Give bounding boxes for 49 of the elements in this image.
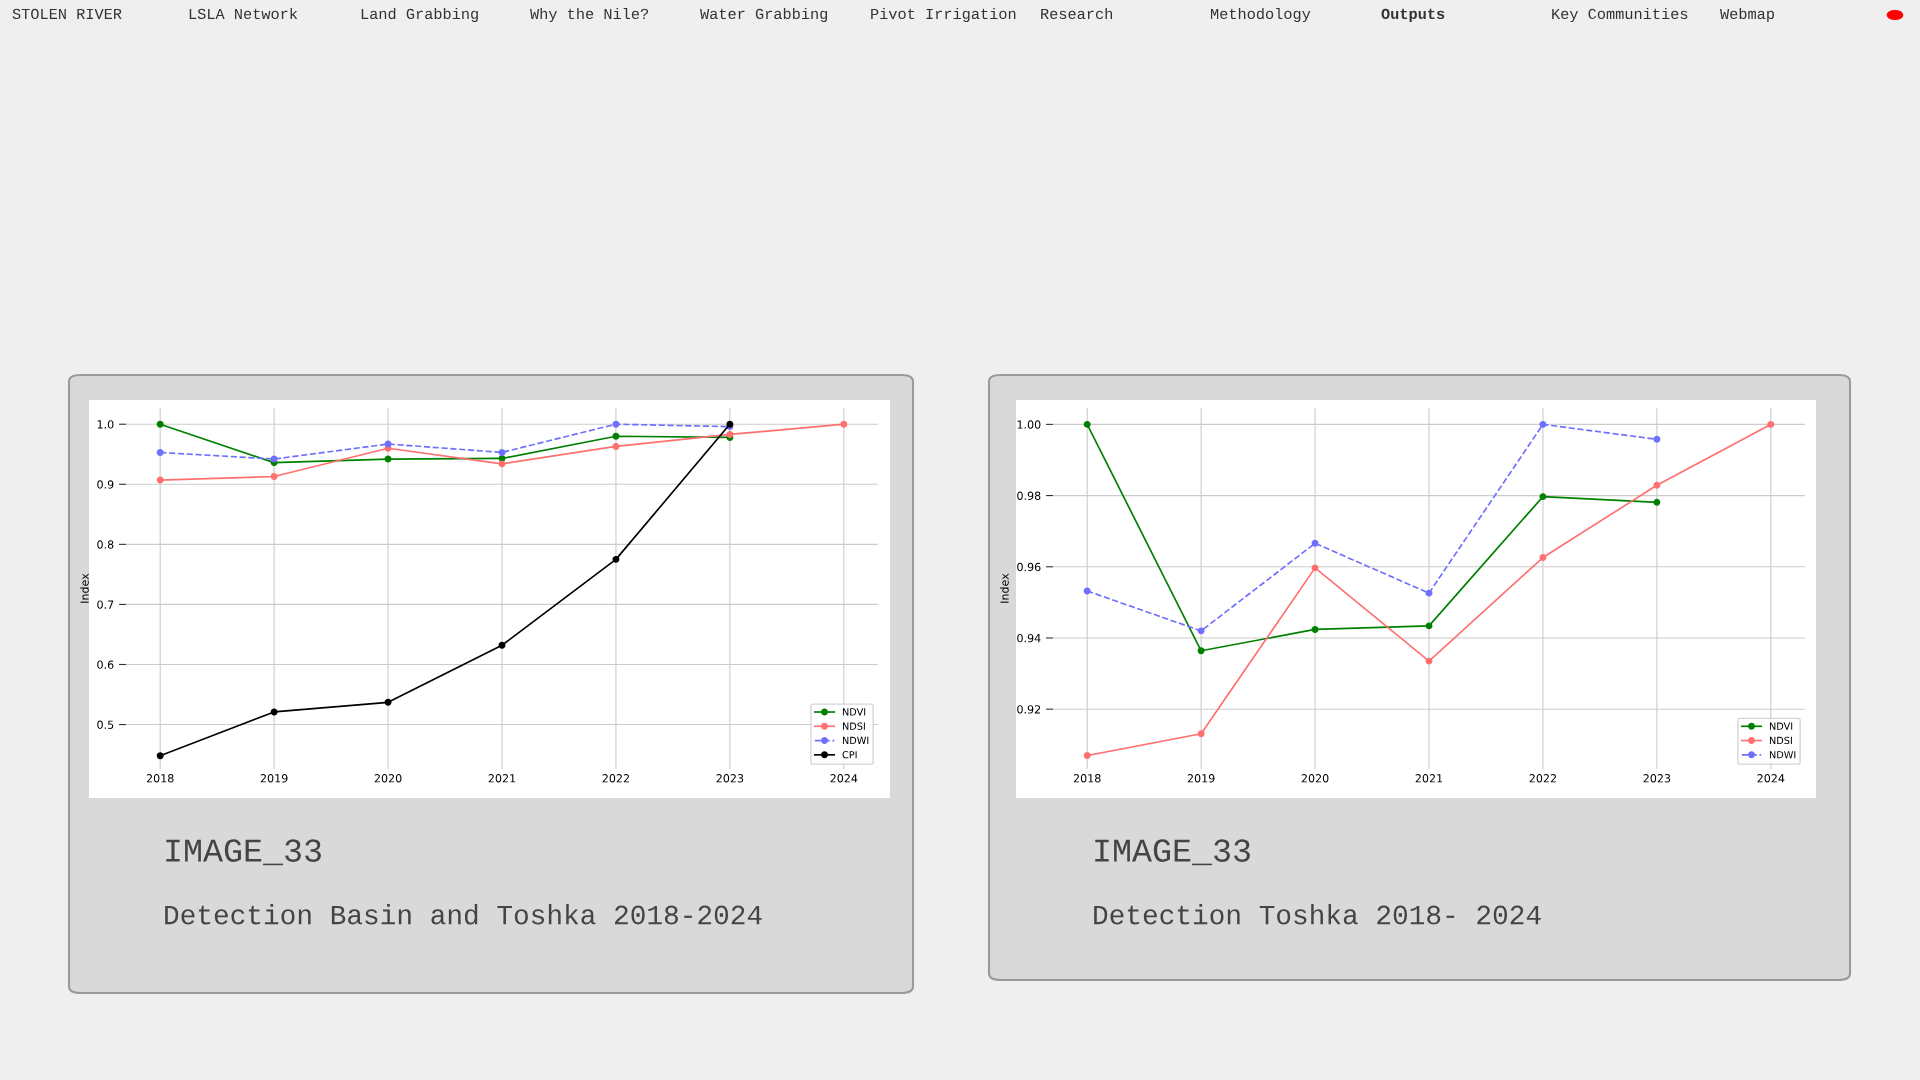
text: Detection Toshka 2018- 2024 — [1094, 904, 1541, 925]
text: Research — [1041, 7, 1112, 20]
x-tick-label: 2018 — [1073, 774, 1101, 783]
text: IMAGE_33 — [1095, 839, 1250, 866]
text: Land Grabbing — [361, 7, 478, 23]
legend-label: NDSI — [842, 722, 865, 730]
x-tick-label: 2024 — [830, 774, 858, 783]
y-tick-label: 0.8 — [97, 540, 114, 549]
y-axis-title: Index — [1000, 573, 1009, 603]
y-tick-label: 1.0 — [97, 420, 114, 429]
text: LSLA Network — [189, 7, 298, 20]
y-tick-label: 0.98 — [1017, 491, 1041, 500]
text: Detection Basin and Toshka 2018-2024 — [165, 904, 762, 925]
x-tick-label: 2022 — [1529, 774, 1556, 783]
legend-label: NDWI — [842, 736, 869, 744]
legend-label: NDVI — [1769, 722, 1793, 730]
y-tick-label: 0.92 — [1017, 705, 1041, 714]
x-tick-label: 2022 — [602, 774, 629, 783]
y-tick-label: 1.00 — [1017, 420, 1041, 429]
x-tick-label: 2024 — [1757, 774, 1785, 783]
x-tick-label: 2020 — [1301, 774, 1329, 783]
text: Pivot Irrigation — [871, 7, 1016, 23]
text: Methodology — [1210, 7, 1311, 23]
y-tick-label: 0.7 — [97, 600, 114, 609]
legend-label: NDWI — [1769, 751, 1796, 759]
text: Why the Nile? — [530, 7, 649, 23]
x-tick-label: 2021 — [488, 774, 516, 783]
text: Webmap — [1720, 7, 1774, 23]
x-tick-label: 2023 — [1643, 774, 1671, 783]
legend-label: NDVI — [842, 708, 866, 716]
x-tick-label: 2020 — [374, 774, 402, 783]
text: Outputs — [1381, 8, 1445, 23]
y-tick-label: 0.6 — [97, 660, 114, 669]
text: IMAGE_33 — [166, 839, 321, 866]
y-tick-label: 0.9 — [97, 480, 114, 489]
x-tick-label: 2019 — [1187, 774, 1215, 783]
y-tick-label: 0.5 — [97, 720, 114, 729]
legend-label: NDSI — [1769, 736, 1792, 745]
text: Key Communities — [1552, 7, 1688, 23]
x-tick-label: 2019 — [260, 774, 288, 783]
y-tick-label: 0.96 — [1017, 562, 1041, 572]
y-tick-label: 0.94 — [1017, 633, 1041, 643]
legend-label: CPI — [842, 751, 857, 759]
y-axis-title: Index — [80, 573, 89, 603]
text: Water Grabbing — [700, 7, 828, 23]
text: STOLEN RIVER — [12, 8, 122, 20]
x-tick-label: 2021 — [1415, 774, 1443, 783]
x-tick-label: 2023 — [716, 774, 744, 783]
x-tick-label: 2018 — [146, 774, 174, 783]
